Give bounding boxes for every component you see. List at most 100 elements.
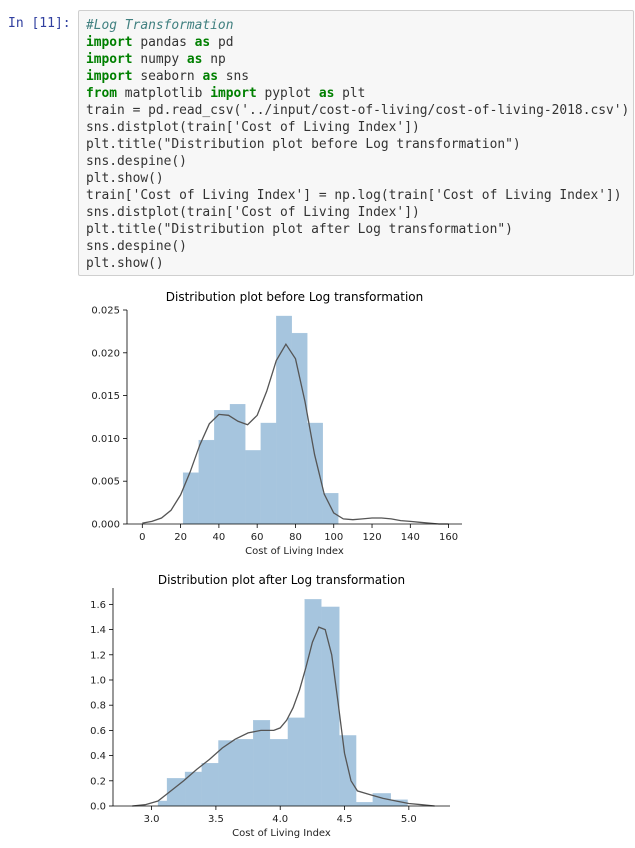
- code-token: matplotlib: [117, 86, 211, 101]
- y-tick-label: 0.8: [90, 701, 106, 712]
- code-token: numpy: [132, 52, 187, 67]
- code-token: sns.despine(): [86, 154, 187, 169]
- histogram-bar: [287, 717, 305, 807]
- histogram-bar: [214, 410, 231, 525]
- histogram-bar: [245, 450, 261, 525]
- chart-before-log: 0 20 40 60 80 100 120 140 160 0.000 0.005 0.010 0.01…: [91, 290, 462, 557]
- code-line: sns.despine(): [86, 238, 629, 255]
- x-tick-label: 20: [174, 532, 187, 543]
- histogram-bar: [339, 735, 357, 807]
- code-token: import: [210, 86, 257, 101]
- kde-line: [142, 342, 449, 525]
- code-token: train['Cost of Living Index'] = np.log(t…: [86, 188, 622, 203]
- x-tick-label: 40: [213, 532, 226, 543]
- y-tick-label: 1.0: [90, 675, 106, 686]
- code-token: seaborn: [132, 69, 203, 84]
- histogram-bar: [253, 720, 271, 807]
- histogram-bar: [304, 599, 322, 807]
- y-tick-label: 0.2: [90, 776, 106, 787]
- chart-after-log: 3.0 3.5 4.0 4.5 5.0 0.0 0.2 0.4 0.6 0.8 1.0 1.2 1.4 1…: [90, 573, 450, 839]
- histogram-bar: [157, 800, 168, 807]
- chart-title: Distribution plot after Log transformati…: [158, 573, 405, 587]
- code-token: sns.despine(): [86, 239, 187, 254]
- code-line: sns.distplot(train['Cost of Living Index…: [86, 204, 629, 221]
- code-line: plt.show(): [86, 170, 629, 187]
- code-line: import pandas as pd: [86, 34, 629, 51]
- histogram-bar: [321, 606, 340, 807]
- y-tick-label: 0.4: [90, 751, 106, 762]
- x-axis-label: Cost of Living Index: [232, 828, 331, 839]
- x-tick-label: 5.0: [401, 814, 417, 825]
- code-token: sns: [217, 69, 250, 84]
- x-tick-label: 4.5: [337, 814, 353, 825]
- x-axis-label: Cost of Living Index: [245, 546, 344, 557]
- histogram-bar: [307, 422, 323, 525]
- code-line: sns.distplot(train['Cost of Living Index…: [86, 119, 629, 136]
- code-token: plt: [334, 86, 366, 101]
- x-tick-label: 140: [401, 532, 420, 543]
- code-token: import: [86, 52, 133, 67]
- y-tick-label: 0.0: [90, 802, 106, 813]
- code-token: np: [202, 52, 226, 67]
- x-tick-label: 160: [439, 532, 458, 543]
- y-tick-label: 1.4: [90, 625, 106, 636]
- x-tick-label: 80: [289, 532, 302, 543]
- code-line: plt.title("Distribution plot before Log …: [86, 136, 629, 153]
- code-token: plt.title("Distribution plot before Log …: [86, 137, 521, 152]
- code-token: pyplot: [256, 86, 319, 101]
- y-tick-label: 0.020: [91, 348, 120, 359]
- y-tick-label: 0.005: [91, 477, 120, 488]
- code-token: as: [186, 52, 203, 67]
- chart-title: Distribution plot before Log transformat…: [166, 290, 423, 304]
- code-token: pd: [210, 35, 234, 50]
- y-tick-label: 0.000: [91, 520, 120, 531]
- code-token: as: [194, 35, 211, 50]
- code-token: sns.distplot(train['Cost of Living Index…: [86, 120, 420, 135]
- code-line: plt.title("Distribution plot after Log t…: [86, 221, 629, 238]
- code-editor[interactable]: #Log Transformation import pandas as pd im…: [86, 17, 629, 272]
- code-line: train['Cost of Living Index'] = np.log(t…: [86, 187, 629, 204]
- code-token: import: [86, 35, 133, 50]
- code-token: plt.title("Distribution plot after Log t…: [86, 222, 513, 237]
- code-line: sns.despine(): [86, 153, 629, 170]
- code-token: #Log Transformation: [86, 18, 234, 33]
- code-line: from matplotlib import pyplot as plt: [86, 85, 629, 102]
- histogram-bar: [236, 739, 254, 807]
- code-line: train = pd.read_csv('../input/cost-of-li…: [86, 102, 629, 119]
- histogram-bar: [291, 332, 308, 525]
- y-tick-label: 0.010: [91, 434, 120, 445]
- y-tick-label: 0.025: [91, 306, 120, 317]
- code-token: pandas: [132, 35, 195, 50]
- x-tick-label: 0: [139, 532, 145, 543]
- histogram-bar: [229, 404, 246, 525]
- x-tick-label: 3.5: [208, 814, 224, 825]
- y-tick-label: 1.2: [90, 650, 106, 661]
- histogram-bar: [269, 739, 289, 807]
- kde-line: [132, 626, 435, 807]
- x-tick-label: 100: [324, 532, 343, 543]
- x-tick-label: 3.0: [144, 814, 160, 825]
- code-token: train = pd.read_csv('../input/cost-of-li…: [86, 103, 630, 118]
- code-token: import: [86, 69, 133, 84]
- code-token: sns.distplot(train['Cost of Living Index…: [86, 205, 420, 220]
- code-line: import seaborn as sns: [86, 68, 629, 85]
- code-cell[interactable]: #Log Transformation import pandas as pd im…: [78, 10, 634, 276]
- histogram-bar: [355, 802, 373, 807]
- histogram-bar: [201, 763, 219, 807]
- histogram-bar: [322, 493, 339, 525]
- code-token: plt.show(): [86, 256, 164, 271]
- code-token: as: [202, 69, 218, 84]
- histogram-bar: [198, 439, 215, 525]
- code-token: from: [86, 86, 118, 101]
- y-tick-label: 0.015: [91, 391, 120, 402]
- code-line: import numpy as np: [86, 51, 629, 68]
- histogram-bar: [260, 422, 277, 525]
- code-line: plt.show(): [86, 255, 629, 272]
- histogram-bar: [182, 472, 199, 525]
- code-line: #Log Transformation: [86, 17, 629, 34]
- input-prompt: In [11]:: [8, 16, 71, 31]
- y-tick-label: 1.6: [90, 600, 106, 611]
- code-token: plt.show(): [86, 171, 164, 186]
- histogram-bar: [218, 740, 237, 807]
- x-tick-label: 60: [251, 532, 264, 543]
